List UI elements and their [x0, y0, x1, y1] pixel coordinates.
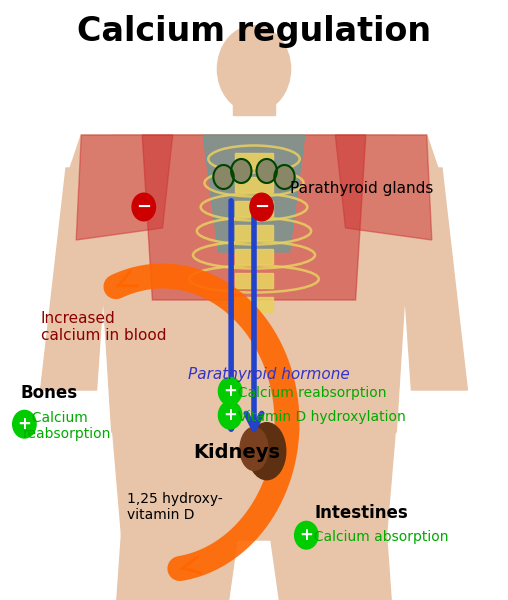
Text: Increased
calcium in blood: Increased calcium in blood — [41, 311, 166, 343]
Circle shape — [13, 410, 36, 438]
Ellipse shape — [240, 427, 268, 470]
Text: −: − — [254, 198, 269, 216]
Text: Parathyroid glands: Parathyroid glands — [290, 181, 433, 196]
Circle shape — [250, 193, 273, 221]
Polygon shape — [203, 135, 305, 252]
Polygon shape — [112, 420, 396, 540]
Text: Calcium absorption: Calcium absorption — [305, 530, 448, 544]
Text: Calcium reabsorption: Calcium reabsorption — [229, 386, 386, 400]
Text: Calcium regulation: Calcium regulation — [77, 15, 431, 48]
Polygon shape — [76, 135, 173, 240]
Text: Calcium
reabsorption: Calcium reabsorption — [23, 411, 111, 441]
Text: −: − — [136, 198, 151, 216]
Polygon shape — [396, 168, 467, 390]
Polygon shape — [335, 135, 432, 240]
Circle shape — [218, 377, 242, 405]
Circle shape — [217, 26, 291, 112]
Polygon shape — [117, 528, 239, 600]
Polygon shape — [269, 528, 391, 600]
Text: Bones: Bones — [20, 384, 77, 402]
Text: Intestines: Intestines — [315, 504, 409, 522]
Circle shape — [218, 401, 242, 429]
Bar — [235, 201, 273, 216]
Polygon shape — [66, 135, 442, 180]
Text: 1,25 hydroxy-
vitamin D: 1,25 hydroxy- vitamin D — [127, 492, 223, 522]
Ellipse shape — [247, 422, 285, 480]
Circle shape — [295, 521, 318, 549]
Text: +: + — [299, 526, 313, 544]
Circle shape — [132, 193, 155, 221]
Bar — [235, 249, 273, 264]
Polygon shape — [102, 135, 406, 432]
Circle shape — [213, 165, 234, 189]
Polygon shape — [41, 168, 112, 390]
Text: Parathyroid hormone: Parathyroid hormone — [188, 367, 350, 383]
Circle shape — [231, 159, 251, 183]
Polygon shape — [142, 135, 366, 300]
Circle shape — [274, 165, 295, 189]
Text: Vitamin D hydroxylation: Vitamin D hydroxylation — [229, 410, 405, 424]
Bar — [235, 225, 273, 240]
Text: +: + — [223, 406, 237, 424]
Bar — [235, 297, 273, 312]
Bar — [235, 273, 273, 288]
Bar — [235, 177, 273, 192]
Text: +: + — [223, 382, 237, 400]
Bar — [233, 80, 275, 115]
Text: Kidneys: Kidneys — [193, 443, 280, 463]
Text: +: + — [17, 415, 31, 433]
Circle shape — [257, 159, 277, 183]
Bar — [235, 153, 273, 168]
